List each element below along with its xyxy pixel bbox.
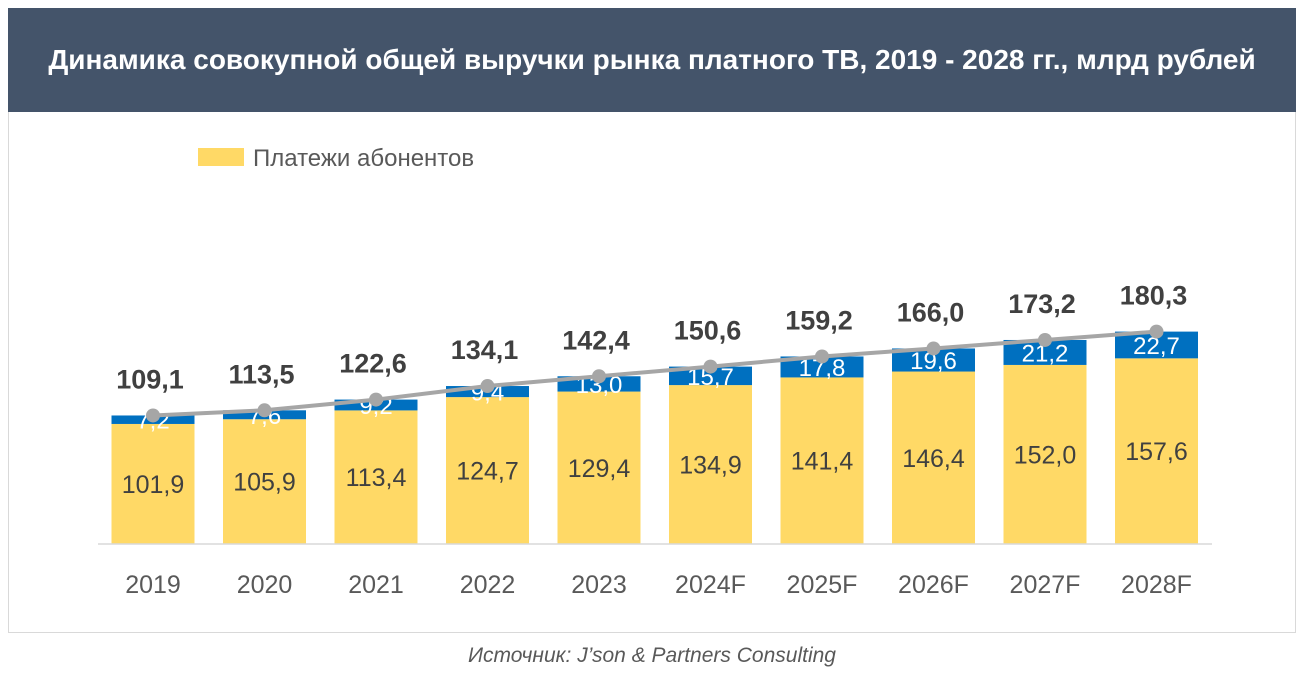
stacked-bar-chart: Платежи абонентов101,97,22019105,97,6202… xyxy=(98,145,1212,599)
data-label-subscriber-payments-2020: 105,9 xyxy=(233,469,296,497)
bar-other-segment-2023 xyxy=(557,376,641,392)
x-tick-label-2023: 2023 xyxy=(571,571,627,599)
x-tick-label-2024F: 2024F xyxy=(675,571,746,599)
bar-subscriber-payments-2024F xyxy=(669,385,752,544)
total-marker-2021 xyxy=(369,392,383,407)
total-marker-2019 xyxy=(146,408,160,423)
x-tick-label-2025F: 2025F xyxy=(787,571,858,599)
bar-other-segment-2026F xyxy=(892,348,975,372)
legend-swatch-subscriber-payments xyxy=(198,148,244,166)
total-marker-2023 xyxy=(592,369,606,384)
bar-other-segment-2025F xyxy=(780,356,864,378)
bar-subscriber-payments-2025F xyxy=(780,377,864,544)
total-marker-2020 xyxy=(257,403,272,418)
chart-title: Динамика совокупной общей выручки рынка … xyxy=(8,8,1296,112)
legend-label-subscriber-payments: Платежи абонентов xyxy=(253,145,474,172)
x-tick-label-2019: 2019 xyxy=(125,571,181,599)
total-marker-2022 xyxy=(480,379,495,394)
data-label-subscriber-payments-2022: 124,7 xyxy=(456,458,519,486)
total-label-2021: 122,6 xyxy=(339,349,407,379)
total-label-2020: 113,5 xyxy=(228,359,294,389)
total-label-2019: 109,1 xyxy=(116,364,184,394)
x-tick-label-2026F: 2026F xyxy=(898,571,969,599)
bar-other-segment-2024F xyxy=(669,366,752,386)
total-label-2027F: 173,2 xyxy=(1008,289,1076,319)
total-marker-2028F xyxy=(1149,324,1164,339)
total-marker-2027F xyxy=(1038,332,1052,347)
data-label-subscriber-payments-2019: 101,9 xyxy=(122,471,185,499)
x-tick-label-2020: 2020 xyxy=(237,571,293,599)
total-label-2024F: 150,6 xyxy=(674,316,742,346)
bar-subscriber-payments-2026F xyxy=(892,371,975,544)
bar-subscriber-payments-2022 xyxy=(446,397,529,544)
total-marker-2024F xyxy=(703,359,718,374)
x-tick-label-2022: 2022 xyxy=(460,571,516,599)
data-label-subscriber-payments-2026F: 146,4 xyxy=(902,445,965,473)
bar-subscriber-payments-2019 xyxy=(111,423,195,544)
total-label-2026F: 166,0 xyxy=(897,297,965,327)
x-tick-label-2028F: 2028F xyxy=(1121,571,1192,599)
data-label-subscriber-payments-2023: 129,4 xyxy=(568,455,631,483)
data-label-subscriber-payments-2027F: 152,0 xyxy=(1014,441,1077,469)
data-label-subscriber-payments-2024F: 134,9 xyxy=(679,452,742,480)
data-label-subscriber-payments-2028F: 157,6 xyxy=(1125,438,1188,466)
total-label-2023: 142,4 xyxy=(562,325,630,355)
bar-subscriber-payments-2028F xyxy=(1115,358,1198,544)
total-marker-2025F xyxy=(815,349,829,364)
bar-subscriber-payments-2027F xyxy=(1003,364,1087,544)
chart-area: Платежи абонентов101,97,22019105,97,6202… xyxy=(8,112,1296,633)
total-label-2025F: 159,2 xyxy=(785,305,853,335)
bar-subscriber-payments-2021 xyxy=(334,410,418,544)
total-label-2028F: 180,3 xyxy=(1120,281,1188,311)
total-marker-2026F xyxy=(926,341,941,356)
data-label-subscriber-payments-2025F: 141,4 xyxy=(791,448,854,476)
total-label-2022: 134,1 xyxy=(451,335,519,365)
source-note: Источник: J’son & Partners Consulting xyxy=(468,644,836,667)
data-label-subscriber-payments-2021: 113,4 xyxy=(346,464,407,492)
bar-subscriber-payments-2023 xyxy=(557,391,641,544)
total-line xyxy=(152,329,1157,418)
bar-subscriber-payments-2020 xyxy=(223,419,306,544)
x-tick-label-2027F: 2027F xyxy=(1010,571,1081,599)
x-tick-label-2021: 2021 xyxy=(348,571,404,599)
